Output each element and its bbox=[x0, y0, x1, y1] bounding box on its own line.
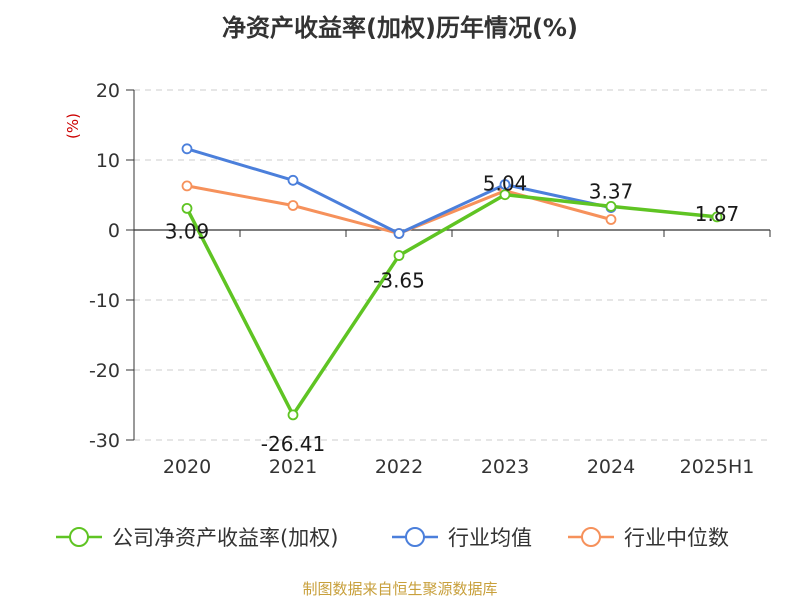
data-label: 1.87 bbox=[695, 202, 740, 226]
y-tick-label: 10 bbox=[96, 150, 120, 172]
legend-marker-icon bbox=[69, 527, 89, 547]
y-tick-label: -20 bbox=[89, 360, 120, 382]
chart-title: 净资产收益率(加权)历年情况(%) bbox=[222, 14, 578, 42]
series-point bbox=[711, 211, 723, 223]
data-label: 5.04 bbox=[483, 172, 528, 196]
series-point bbox=[287, 200, 299, 211]
series-point bbox=[181, 143, 193, 155]
x-tick-label: 2023 bbox=[481, 456, 529, 478]
legend-label: 行业均值 bbox=[448, 526, 532, 550]
legend-marker-icon bbox=[581, 527, 601, 547]
series-point bbox=[393, 228, 405, 239]
x-tick-label: 2020 bbox=[163, 456, 211, 478]
series-point bbox=[287, 409, 299, 421]
series-line bbox=[185, 147, 613, 235]
y-tick-label: 20 bbox=[96, 80, 120, 102]
y-tick-label: -10 bbox=[89, 290, 120, 312]
y-tick-label: -30 bbox=[89, 430, 120, 452]
x-tick-label: 2025H1 bbox=[680, 456, 755, 478]
series-point bbox=[181, 180, 193, 192]
source-note: 制图数据来自恒生聚源数据库 bbox=[302, 580, 497, 598]
y-tick-label: 0 bbox=[108, 220, 120, 242]
legend-item[interactable]: 行业中位数 bbox=[568, 526, 729, 550]
data-label: -3.65 bbox=[373, 269, 425, 293]
series-point bbox=[181, 202, 193, 214]
data-label: -26.41 bbox=[261, 432, 325, 456]
y-axis-unit-label: (%) bbox=[64, 113, 82, 139]
series-lines bbox=[181, 143, 723, 421]
series-point bbox=[499, 189, 511, 201]
series-line bbox=[185, 192, 719, 417]
series-point bbox=[499, 179, 511, 190]
series-point bbox=[605, 214, 617, 225]
series-point bbox=[393, 250, 405, 261]
data-label: 3.09 bbox=[165, 219, 210, 243]
series-point bbox=[287, 174, 299, 186]
x-tick-label: 2022 bbox=[375, 456, 423, 478]
legend: 公司净资产收益率(加权) 行业均值 行业中位数 bbox=[56, 526, 729, 550]
legend-label: 公司净资产收益率(加权) bbox=[112, 526, 338, 550]
data-labels: 3.09 -26.41 -3.65 5.04 3.37 1.87 bbox=[165, 172, 740, 456]
axes: 20 10 0 -10 -20 -30 2020 2021 2022 2023 2024 2025H1 bbox=[89, 80, 771, 478]
x-tick-label: 2021 bbox=[269, 456, 317, 478]
legend-marker-icon bbox=[405, 527, 425, 547]
legend-label: 行业中位数 bbox=[624, 526, 729, 550]
x-tick-label: 2024 bbox=[587, 456, 635, 478]
series-point bbox=[605, 201, 617, 212]
grid-lines bbox=[134, 89, 770, 441]
legend-item[interactable]: 行业均值 bbox=[392, 526, 532, 550]
legend-item[interactable]: 公司净资产收益率(加权) bbox=[56, 526, 338, 550]
data-label: 3.37 bbox=[589, 179, 634, 203]
